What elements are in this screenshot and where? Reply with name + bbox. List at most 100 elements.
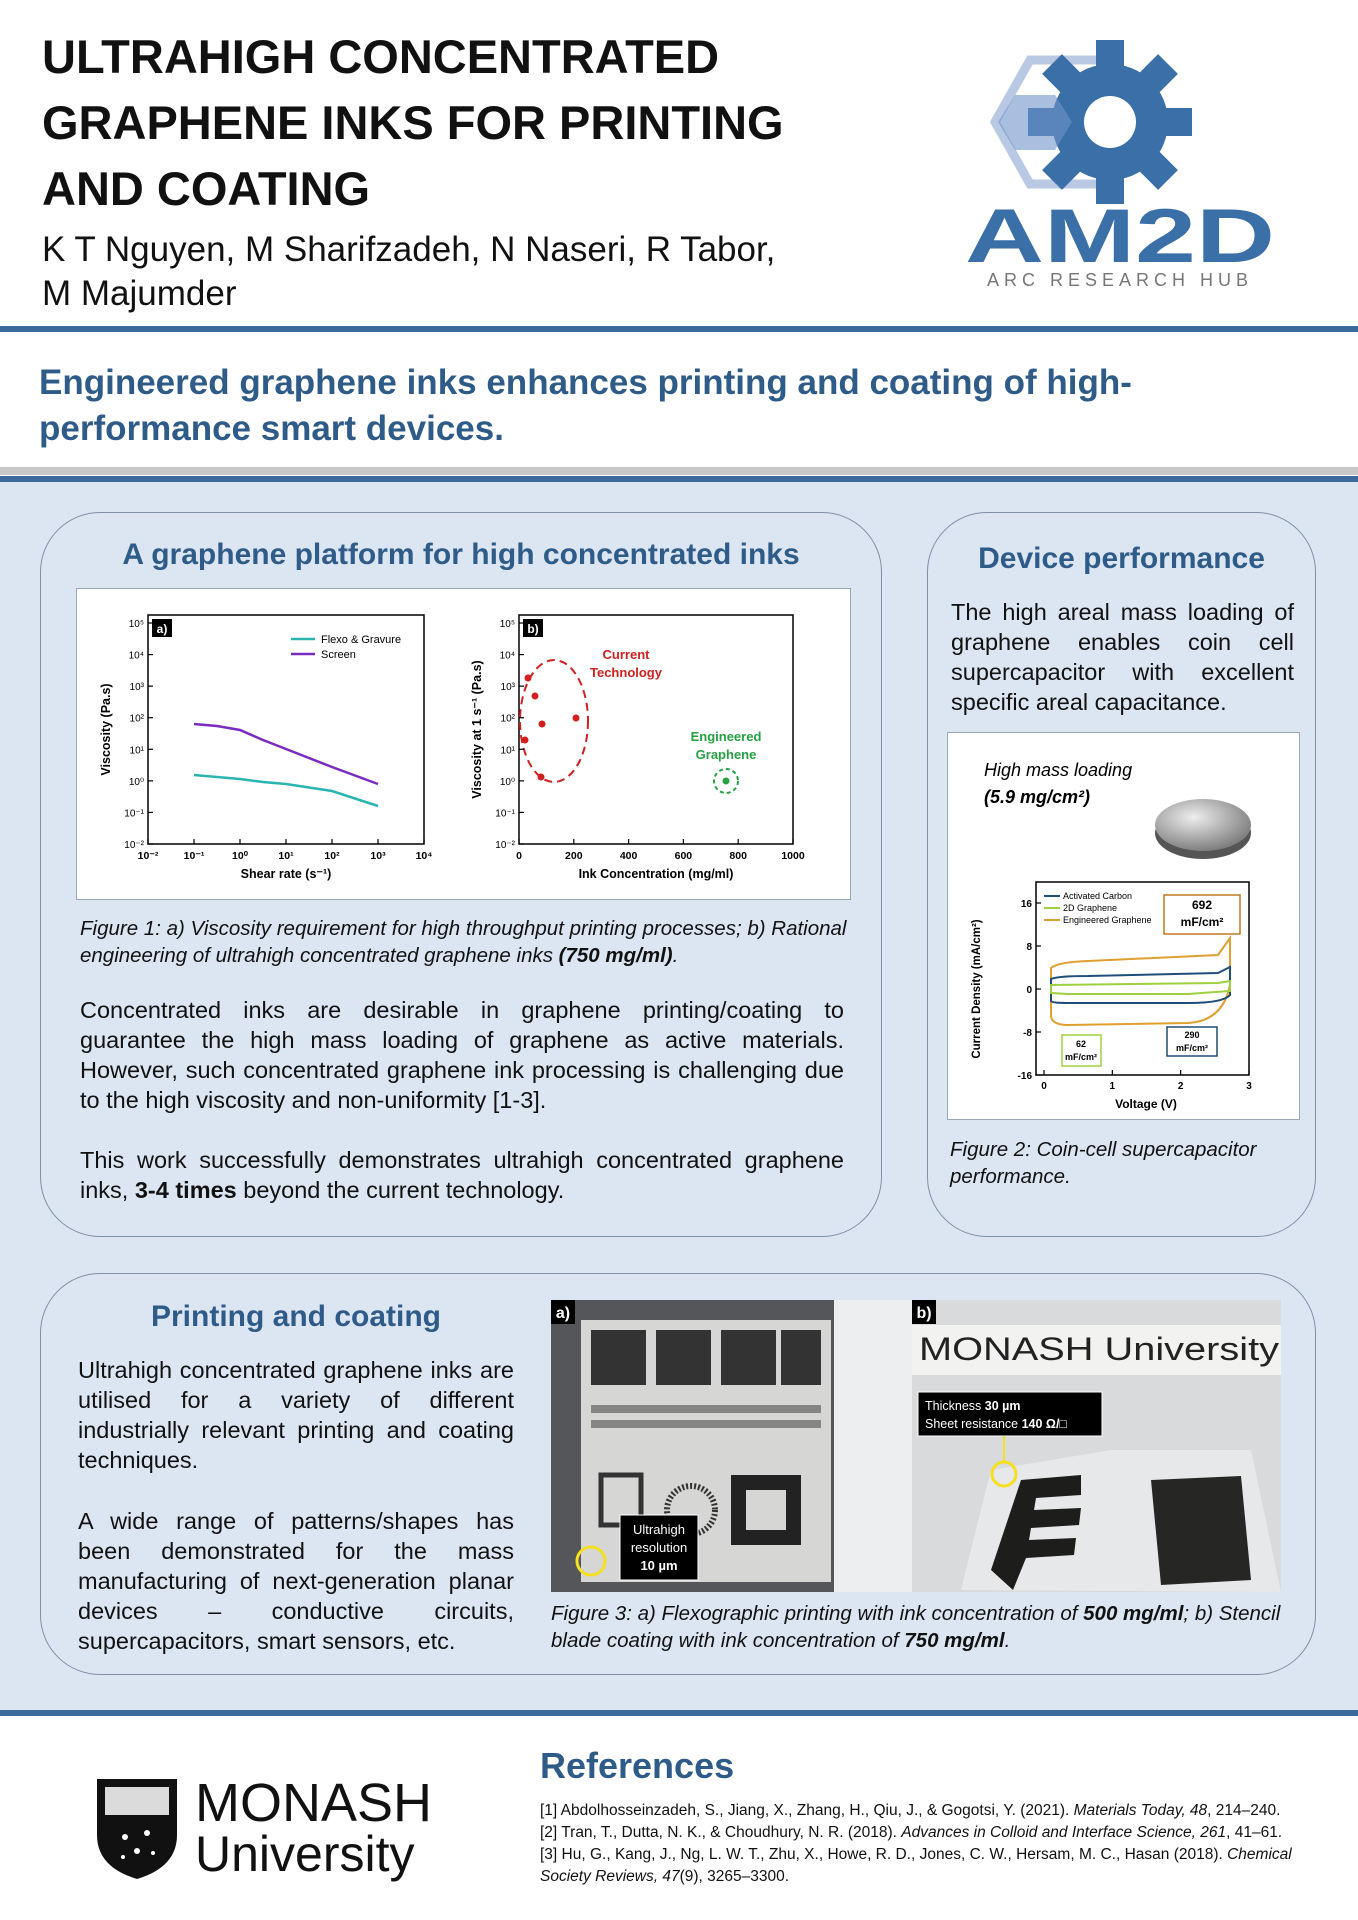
figure-2-plot: High mass loading (5.9 mg/cm²) Activated C…: [971, 760, 1252, 1111]
y-tick-label: 10⁻¹: [495, 808, 515, 819]
am2d-logo: AM2D ARC RESEARCH HUB: [965, 40, 1275, 290]
legend-label: 2D Graphene: [1063, 903, 1117, 913]
x-tick-label: 600: [675, 850, 693, 862]
ruler-text: MONASH University: [919, 1331, 1279, 1367]
logo-strip: [834, 1300, 912, 1592]
annotation: High mass loading: [984, 760, 1132, 780]
reference: [3] Hu, G., Kang, J., Ng, L. W. T., Zhu,…: [540, 1844, 1330, 1888]
figure-caption: Figure 3: a) Flexographic printing with …: [551, 1600, 1291, 1654]
note-line: Ultrahigh: [633, 1522, 685, 1537]
axis-title: Ink Concentration (mg/ml): [579, 867, 734, 881]
figure-2: High mass loading (5.9 mg/cm²) Activated C…: [947, 732, 1300, 1120]
axis-title: Voltage (V): [1115, 1097, 1177, 1111]
paragraph: Ultrahigh concentrated graphene inks are…: [78, 1355, 514, 1475]
y-tick-label: 10⁻¹: [124, 808, 144, 819]
legend-label: Engineered Graphene: [1063, 915, 1152, 925]
panel-tag: [551, 1300, 575, 1324]
text-run: .: [1004, 1629, 1011, 1652]
note-box: [619, 1514, 699, 1581]
panel-tag: [523, 619, 543, 637]
text-run: Figure 2: Coin-cell supercapacitor perfo…: [950, 1138, 1257, 1188]
panel-tag: [912, 1300, 936, 1324]
x-tick-label: 0: [516, 850, 522, 862]
logo-name: AM2D: [965, 194, 1275, 279]
x-tick-label: 10⁻²: [138, 850, 159, 862]
title: ULTRAHIGH CONCENTRATED GRAPHENE INKS FOR…: [42, 24, 784, 222]
note-box: [917, 1391, 1103, 1437]
rule: [0, 467, 1358, 475]
engineered-region: [713, 768, 739, 794]
value-box: [1163, 894, 1241, 935]
text-run: A wide range of patterns/shapes has been…: [78, 1508, 514, 1654]
note-value: 30 µm: [985, 1399, 1021, 1413]
y-tick-label: 10⁴: [129, 651, 144, 662]
title-line: GRAPHENE INKS FOR PRINTING: [42, 96, 784, 149]
y-tick-label: 10⁻²: [495, 840, 515, 851]
x-tick-label: 200: [565, 850, 583, 862]
coated-electrode: [991, 1475, 1081, 1590]
logo-inner-hex: [998, 95, 1072, 150]
axis-title: Shear rate (s⁻¹): [241, 867, 332, 881]
text-run: Advances in Colloid and Interface Scienc…: [901, 1824, 1227, 1841]
university-name: MONASH: [195, 1775, 432, 1833]
x-tick-label: 10³: [370, 850, 386, 862]
note-value: 140 Ω/□: [1022, 1417, 1068, 1431]
authors-line: K T Nguyen, M Sharifzadeh, N Naseri, R T…: [42, 230, 776, 269]
coin-cell: [1155, 799, 1251, 851]
crest-book: [105, 1787, 169, 1815]
panel-tag: [152, 619, 172, 637]
note-label: Sheet resistance: [925, 1417, 1022, 1431]
ruler: [912, 1325, 1281, 1375]
current-points: [521, 674, 580, 781]
panel-label: b): [916, 1305, 931, 1322]
title-line: ULTRAHIGH CONCENTRATED: [42, 30, 720, 83]
y-tick-label: 10⁵: [129, 619, 144, 630]
headline-line: Engineered graphene inks enhances printi…: [39, 363, 1132, 402]
y-tick-label: 10⁰: [500, 777, 515, 788]
paragraph: The high areal mass loading of graphene …: [951, 597, 1294, 717]
text-run: Materials Today, 48: [1073, 1802, 1208, 1819]
current-region: [519, 659, 589, 783]
box-unit: mF/cm²: [1176, 1043, 1208, 1053]
rule: [0, 476, 1358, 482]
text-run: [2] Tran, T., Dutta, N. K., & Choudhury,…: [540, 1824, 902, 1841]
y-tick-label: 10³: [501, 682, 516, 693]
text-run: 500 mg/ml: [1083, 1602, 1184, 1625]
x-tick-label: 1: [1110, 1081, 1116, 1092]
box-unit: mF/cm²: [1181, 915, 1224, 929]
references-heading: References: [540, 1745, 735, 1786]
paragraph: This work successfully demonstrates ultr…: [80, 1145, 844, 1205]
flexo-curve: [193, 773, 379, 808]
text-run: (9), 3265–3300.: [679, 1868, 790, 1885]
annotation: Current: [603, 647, 651, 662]
axes-frame: [518, 614, 794, 845]
y-tick-label: -16: [1018, 1071, 1033, 1082]
box-value: 290: [1184, 1030, 1199, 1040]
reference: [2] Tran, T., Dutta, N. K., & Choudhury,…: [540, 1822, 1330, 1844]
reference: [1] Abdolhosseinzadeh, S., Jiang, X., Zh…: [540, 1800, 1330, 1822]
x-tick-label: 800: [729, 850, 747, 862]
legend-label: Activated Carbon: [1063, 891, 1132, 901]
text-run: .: [672, 944, 679, 967]
x-tick-label: 3: [1246, 1081, 1252, 1092]
panel-label: a): [556, 1305, 570, 1322]
text-run: [3] Hu, G., Kang, J., Ng, L. W. T., Zhu,…: [540, 1846, 1228, 1863]
text-run: Chemical Society Reviews, 47: [540, 1846, 1292, 1885]
x-tick-label: 10⁻¹: [184, 850, 205, 862]
authors: K T Nguyen, M Sharifzadeh, N Naseri, R T…: [42, 228, 775, 316]
section-heading: Device performance: [978, 542, 1265, 575]
x-tick-label: 1000: [781, 850, 805, 862]
coated-film: [1151, 1476, 1251, 1585]
y-tick-label: 10⁵: [500, 619, 515, 630]
screen-curve: [193, 722, 379, 786]
text-run: 3-4 times: [134, 1177, 237, 1203]
text-run: [1] Abdolhosseinzadeh, S., Jiang, X., Zh…: [540, 1802, 1074, 1819]
y-tick-label: 10²: [130, 714, 145, 725]
text-run: Ultrahigh concentrated graphene inks are…: [78, 1357, 514, 1473]
logo-tagline: ARC RESEARCH HUB: [987, 270, 1253, 290]
legend-label: Flexo & Gravure: [321, 634, 401, 646]
paragraph: A wide range of patterns/shapes has been…: [78, 1506, 514, 1656]
section-heading: A graphene platform for high concentrate…: [122, 538, 800, 571]
text-run: (750 mg/ml): [558, 944, 673, 967]
